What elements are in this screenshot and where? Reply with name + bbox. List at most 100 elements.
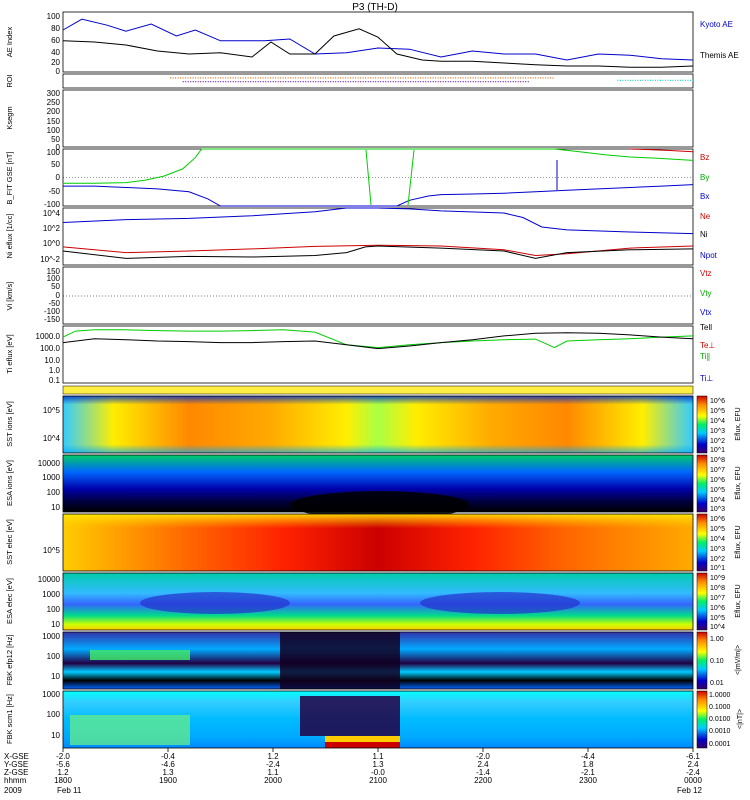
xrow-value: 1.2: [57, 768, 69, 777]
esa-ion-frame: [62, 454, 694, 513]
panel-ksegm-yticks: 300 250 200 150 100 50 0: [47, 89, 61, 152]
cb-tick: 10^5: [710, 615, 725, 622]
panel-ti-yticks: 1000.0 100.0 10.0 1.0 0.1: [36, 332, 61, 385]
ni-ytick: 10^0: [43, 239, 61, 248]
panel-ae-frame: [62, 11, 694, 73]
ae-ytick: 20: [51, 58, 60, 67]
ae-ytick: 60: [51, 36, 60, 45]
panel-ae-yticks: 100 80 60 40 20 0: [47, 12, 61, 76]
cb-tick: 10^5: [710, 408, 725, 415]
xrow-value: 1.3: [162, 768, 174, 777]
cb-tick: 10^3: [710, 546, 725, 553]
fbk-b-ytick: 1000: [42, 690, 60, 699]
legend-ni: Ni: [700, 230, 708, 239]
cb-tick: 10^6: [710, 605, 725, 612]
vi-ytick: 100: [47, 274, 61, 283]
cb-fbk-b-label: <|nT|>: [737, 709, 744, 729]
xrow-value: -4.4: [581, 752, 595, 761]
x-start-date: Feb 11: [57, 786, 82, 795]
cb-fbk-e-label: <|mV/m|>: [735, 645, 742, 675]
xrow-value: 1900: [159, 776, 177, 785]
fbk-e-frame: [62, 631, 694, 690]
cb-tick: 10^3: [710, 506, 725, 513]
xrow-value: -1.4: [476, 768, 490, 777]
panel-esa-ion-ylabel: ESA ions [eV]: [5, 460, 14, 506]
fbk-b-dark-block: [300, 696, 400, 736]
sst-elec-ytick: 10^5: [43, 546, 61, 555]
cb-fbk-e-ticks: 1.00 0.10 0.01: [710, 636, 724, 687]
ti-ytick: 1.0: [49, 366, 61, 375]
legend-themis-ae: Themis AE: [700, 51, 739, 60]
panel-sst-ion: SST ions [eV] 10^5 10^4: [5, 395, 694, 454]
vi-ytick: 150: [47, 267, 61, 276]
ti-ytick: 100.0: [40, 344, 61, 353]
cb-tick: 0.1000: [709, 704, 731, 711]
legend-ne: Ne: [700, 212, 711, 221]
ksegm-ytick: 200: [47, 107, 61, 116]
fbk-e-ytick: 100: [47, 652, 61, 661]
cb-tick: 10^9: [710, 575, 725, 582]
xrow-value: 1.8: [582, 760, 594, 769]
bfit-ytick: 50: [51, 160, 60, 169]
legend-ti-perp: Ti⊥: [700, 374, 713, 383]
panel-sst-elec-ylabel: SST elec [eV]: [5, 519, 14, 565]
ae-ytick: 100: [47, 12, 61, 21]
ti-ytick: 0.1: [49, 376, 61, 385]
xrow-year: 2009: [4, 786, 22, 795]
panel-ae-series: [62, 18, 694, 68]
cb-tick: 0.01: [710, 680, 724, 687]
panel-roi: ROI: [5, 73, 694, 89]
bfit-ytick: -100: [44, 200, 61, 209]
cb-esa-elec-label: Eflux, EFU: [735, 584, 742, 617]
sst-ion-ytick: 10^5: [43, 406, 61, 415]
cb-tick: 10^4: [710, 536, 725, 543]
cb-tick: 10^4: [710, 418, 725, 425]
esa-elec-blob-left: [140, 592, 290, 614]
vi-ytick: -100: [44, 307, 61, 316]
ni-ytick: 10^2: [43, 224, 61, 233]
ae-ytick: 40: [51, 48, 60, 57]
panel-fbk-e-ylabel: FBK efp12 [Hz]: [5, 635, 14, 686]
cb-tick: 0.0001: [709, 741, 731, 748]
ni-ytick: 10^4: [43, 209, 61, 218]
xrow-value: -0.0: [371, 768, 385, 777]
xrow-value: -5.6: [56, 760, 70, 769]
xrow-label-hhmm: hhmm: [4, 776, 27, 785]
sst-ion-ytick: 10^4: [43, 434, 61, 443]
panel-vi-ylabel: Vi [km/s]: [5, 282, 14, 311]
cb-tick: 10^4: [710, 624, 725, 631]
xrow-value: 1.1: [372, 752, 384, 761]
xrow-value: -2.0: [476, 752, 490, 761]
esa-elec-ytick: 1000: [42, 590, 60, 599]
sst-ion-map-shade: [63, 396, 693, 453]
legend-tell: Tell: [700, 323, 712, 332]
vi-ytick: 50: [51, 282, 60, 291]
series-bfit-by: [63, 148, 694, 184]
xrow-value: 2.4: [477, 760, 489, 769]
esa-elec-frame: [62, 572, 694, 631]
xrow-value: -0.4: [161, 752, 175, 761]
panel-ni-ylabel: Ni eflux [1/cc]: [5, 213, 14, 258]
x-end-date: Feb 12: [677, 786, 702, 795]
xrow-value: -2.4: [266, 760, 280, 769]
panel-ti-frame: [62, 325, 694, 384]
sst-elec-map-shade: [63, 514, 693, 571]
panel-sst-elec: SST elec [eV] 10^5: [5, 513, 694, 572]
panel-bfit-yticks: 100 50 0 -50 -100: [44, 148, 61, 209]
panel-ni-yticks: 10^4 10^2 10^0 10^-2: [40, 209, 60, 264]
x-ticks: [62, 748, 694, 752]
panel-vi-frame: [62, 266, 694, 325]
legend-by: By: [700, 173, 709, 182]
xrow-value: -6.1: [686, 752, 700, 761]
series-ni-npot: [62, 245, 694, 259]
cb-esa-elec-ticks: 10^9 10^8 10^7 10^6 10^5 10^4: [710, 575, 725, 631]
cb-tick: 1.0000: [709, 692, 731, 699]
xrow-value: 1800: [54, 776, 72, 785]
colorbar-fbk-e: [696, 631, 708, 690]
cb-sst-elec-ticks: 10^6 10^5 10^4 10^3 10^2 10^1: [710, 516, 725, 572]
cb-tick: 10^8: [710, 457, 725, 464]
panel-roi-segments: [170, 77, 693, 83]
esa-ion-ytick: 100: [47, 488, 61, 497]
vi-ytick: -150: [44, 315, 61, 324]
panel-vi: Vi [km/s] 150 100 50 0 -50 -100 -150 Vtz…: [5, 266, 712, 332]
